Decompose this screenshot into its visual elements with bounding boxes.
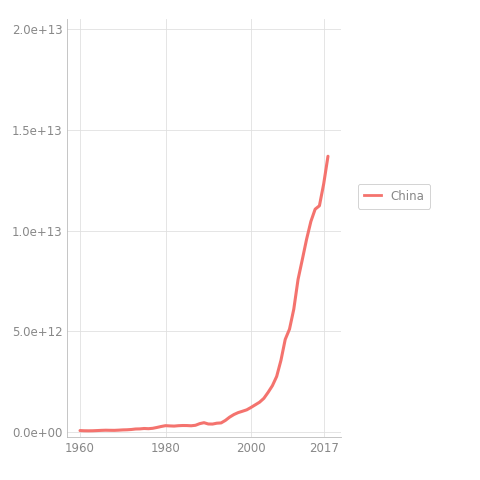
Y-axis label: Gross Domestic Product: Gross Domestic Product: [0, 148, 3, 308]
Legend: China: China: [358, 184, 431, 209]
